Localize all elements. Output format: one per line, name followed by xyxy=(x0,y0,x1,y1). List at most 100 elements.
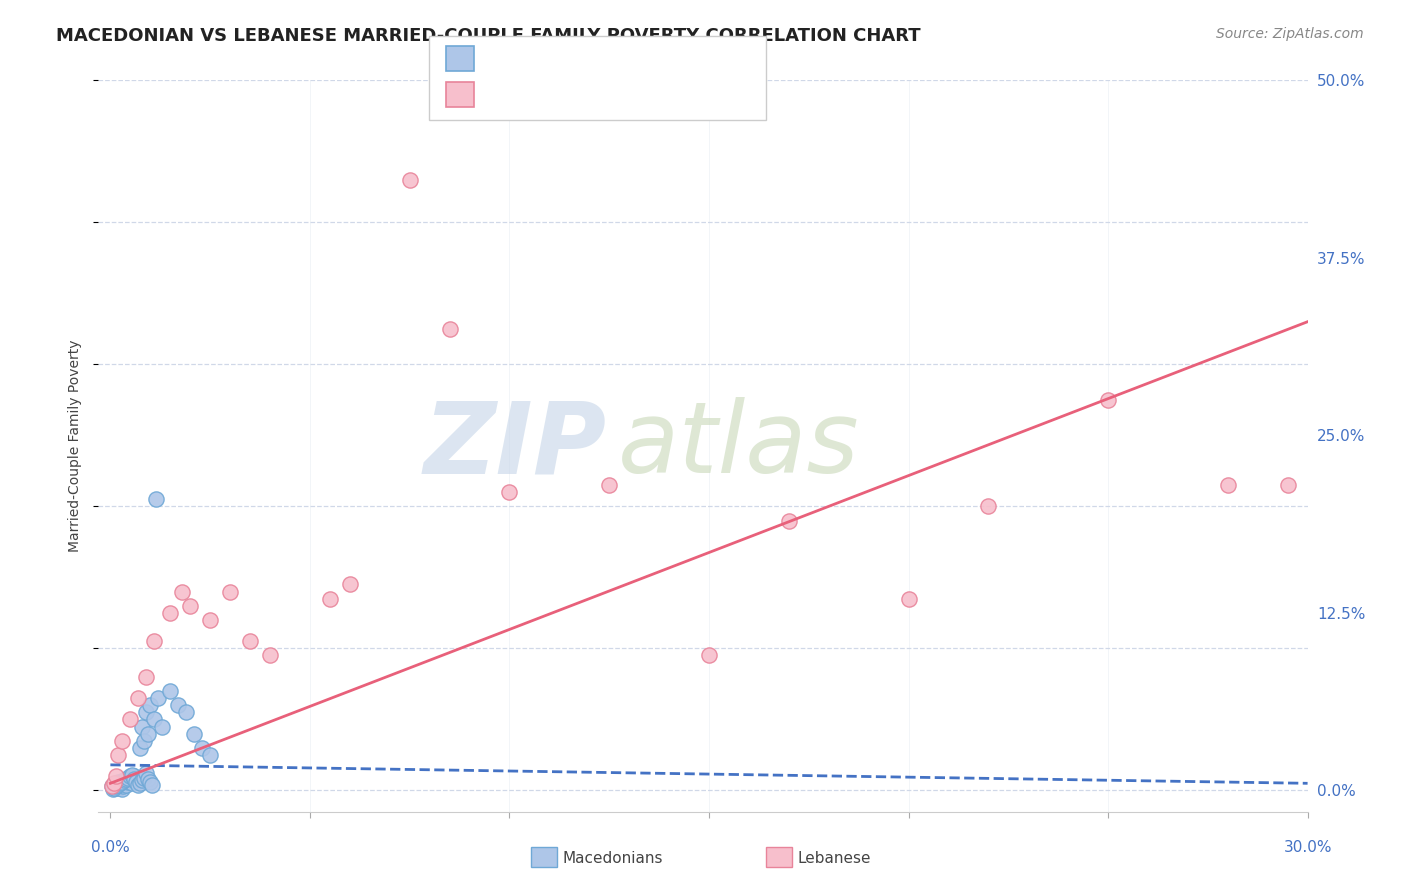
Point xyxy=(179,599,201,613)
Text: 29: 29 xyxy=(643,86,665,103)
Text: N =: N = xyxy=(607,86,647,103)
Point xyxy=(118,769,141,783)
Point xyxy=(110,782,132,797)
Point xyxy=(112,773,135,788)
Text: 30.0%: 30.0% xyxy=(1284,840,1331,855)
Text: Source: ZipAtlas.com: Source: ZipAtlas.com xyxy=(1216,27,1364,41)
Point xyxy=(103,780,125,795)
Point xyxy=(167,698,190,713)
Y-axis label: Married-Couple Family Poverty: Married-Couple Family Poverty xyxy=(69,340,83,552)
Point xyxy=(1216,478,1239,492)
Point xyxy=(128,776,150,790)
Point xyxy=(114,772,136,786)
Point xyxy=(131,719,153,733)
Point xyxy=(120,772,142,786)
Point xyxy=(143,634,166,648)
Point xyxy=(105,776,128,790)
Point xyxy=(198,613,221,627)
Point xyxy=(111,733,134,747)
Point xyxy=(145,492,167,507)
Point xyxy=(259,648,281,663)
Point xyxy=(125,773,148,788)
Point xyxy=(339,577,361,591)
Point xyxy=(103,778,125,792)
Point xyxy=(598,478,620,492)
Point xyxy=(103,776,125,790)
Point xyxy=(134,766,156,780)
Point xyxy=(439,322,461,336)
Point xyxy=(129,740,152,755)
Point xyxy=(219,584,242,599)
Point xyxy=(141,778,163,792)
Point xyxy=(111,776,134,790)
Point xyxy=(239,634,262,648)
Text: N =: N = xyxy=(607,50,647,68)
Point xyxy=(198,747,221,762)
Point xyxy=(148,691,170,706)
Text: R =: R = xyxy=(488,86,527,103)
Point xyxy=(110,778,132,792)
Point xyxy=(115,778,138,792)
Text: 0.0%: 0.0% xyxy=(91,840,129,855)
Text: Macedonians: Macedonians xyxy=(562,851,662,865)
Point xyxy=(977,500,1000,514)
Point xyxy=(172,584,194,599)
Point xyxy=(107,779,129,793)
Point xyxy=(1277,478,1299,492)
Point xyxy=(107,775,129,789)
Point xyxy=(174,706,197,720)
Point xyxy=(112,773,135,788)
Point xyxy=(110,775,132,789)
Point xyxy=(108,776,131,790)
Text: ZIP: ZIP xyxy=(423,398,606,494)
Point xyxy=(101,779,124,793)
Point xyxy=(697,648,720,663)
Point xyxy=(135,670,157,684)
Point xyxy=(778,514,800,528)
Point xyxy=(183,726,205,740)
Point xyxy=(136,772,159,786)
Text: -0.041: -0.041 xyxy=(526,50,583,68)
Point xyxy=(136,726,159,740)
Text: Lebanese: Lebanese xyxy=(797,851,870,865)
Point xyxy=(127,771,149,785)
Point xyxy=(107,747,129,762)
Point xyxy=(138,775,160,789)
Point xyxy=(105,769,128,783)
Point xyxy=(398,172,420,186)
Point xyxy=(897,591,920,606)
Point xyxy=(104,780,127,795)
Text: atlas: atlas xyxy=(619,398,860,494)
Point xyxy=(112,779,135,793)
Point xyxy=(159,606,181,620)
Point xyxy=(139,698,162,713)
Point xyxy=(191,740,214,755)
Point xyxy=(117,771,139,785)
Point xyxy=(122,772,145,786)
Point xyxy=(117,775,139,789)
Point xyxy=(134,733,156,747)
Point xyxy=(498,485,520,500)
Point xyxy=(105,778,128,792)
Point xyxy=(124,775,146,789)
Point xyxy=(150,719,173,733)
Point xyxy=(131,773,153,788)
Text: 0.545: 0.545 xyxy=(526,86,578,103)
Point xyxy=(108,780,131,795)
Point xyxy=(124,769,146,783)
Text: 56: 56 xyxy=(643,50,665,68)
Point xyxy=(159,684,181,698)
Point xyxy=(103,782,125,797)
Point xyxy=(121,768,143,782)
Point xyxy=(1097,392,1119,407)
Point xyxy=(143,713,166,727)
Point xyxy=(120,713,142,727)
Point xyxy=(127,691,149,706)
Text: MACEDONIAN VS LEBANESE MARRIED-COUPLE FAMILY POVERTY CORRELATION CHART: MACEDONIAN VS LEBANESE MARRIED-COUPLE FA… xyxy=(56,27,921,45)
Point xyxy=(132,771,155,785)
Point xyxy=(104,779,127,793)
Point xyxy=(101,779,124,793)
Text: R =: R = xyxy=(488,50,527,68)
Point xyxy=(319,591,342,606)
Point xyxy=(135,706,157,720)
